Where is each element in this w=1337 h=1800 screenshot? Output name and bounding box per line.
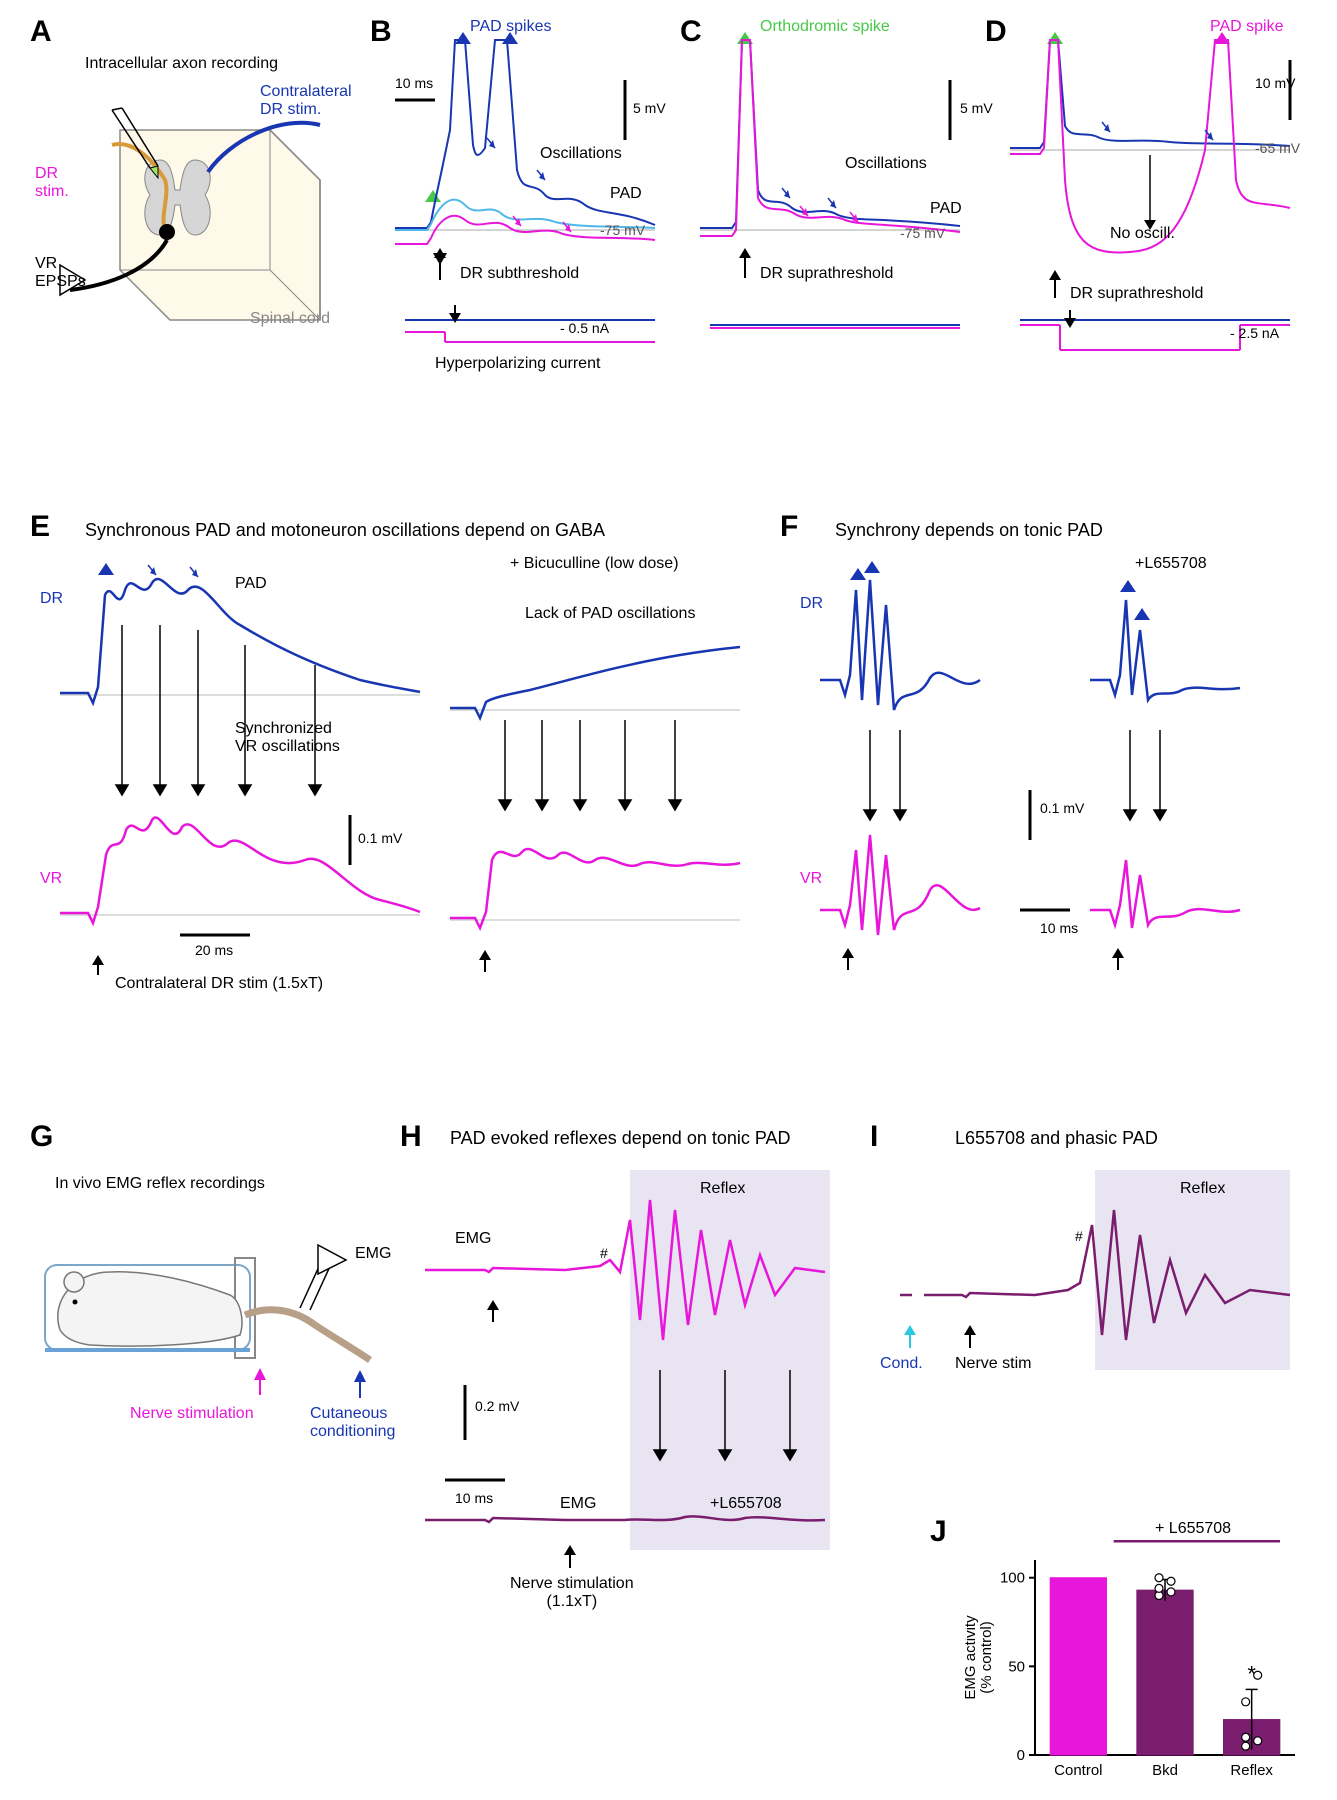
panelD-rmp: -65 mV: [1255, 140, 1300, 156]
panelH-reflex: Reflex: [700, 1180, 745, 1198]
panelH-title: PAD evoked reflexes depend on tonic PAD: [450, 1128, 791, 1149]
panelA-vr-label: VR EPSPs: [35, 255, 86, 291]
panel-label-F: F: [780, 510, 798, 544]
panel-label-B: B: [370, 15, 392, 49]
panelI-cond: Cond.: [880, 1355, 923, 1373]
panel-label-I: I: [870, 1120, 878, 1154]
panelA-title: Intracellular axon recording: [85, 55, 278, 73]
panelE-left-traces: [60, 555, 430, 975]
panel-label-J: J: [930, 1515, 947, 1549]
panelI-hash: #: [1075, 1228, 1083, 1244]
panelB-scale-t: 10 ms: [395, 75, 433, 91]
panelB-pad: PAD: [610, 185, 642, 203]
panelC-scale-v: 5 mV: [960, 100, 993, 116]
panelE-stim: Contralateral DR stim (1.5xT): [115, 975, 323, 993]
panelF-vr: VR: [800, 870, 822, 888]
panelC-rmp: -75 mV: [900, 225, 945, 241]
panelD-nooscill: No oscill.: [1110, 225, 1175, 243]
svg-text:Control: Control: [1054, 1762, 1102, 1779]
panel-label-H: H: [400, 1120, 422, 1154]
panelA-drstim-label: DR stim.: [35, 165, 69, 201]
panelF-dr: DR: [800, 595, 823, 613]
panelG-rat-diagram: [40, 1210, 380, 1430]
panelG-nervestim: Nerve stimulation: [130, 1405, 254, 1423]
panelF-scale-v: 0.1 mV: [1040, 800, 1084, 816]
svg-text:EMG activity(% control): EMG activity(% control): [965, 1615, 995, 1700]
svg-text:Bkd: Bkd: [1152, 1762, 1178, 1779]
panelI-traces: [900, 1165, 1310, 1425]
panelG-cutcond: Cutaneous conditioning: [310, 1405, 395, 1441]
svg-text:0: 0: [1017, 1747, 1025, 1764]
panelE-vr: VR: [40, 870, 62, 888]
panelE-bic: + Bicuculline (low dose): [510, 555, 679, 573]
panelB-scale-v: 5 mV: [633, 100, 666, 116]
panelE-sync: Synchronized VR oscillations: [235, 720, 340, 756]
panelF-traces: [820, 560, 1290, 980]
panel-label-E: E: [30, 510, 50, 544]
panelH-traces: [425, 1160, 855, 1620]
panelB-current: - 0.5 nA: [560, 320, 609, 336]
panelC-pad: PAD: [930, 200, 962, 218]
svg-text:*: *: [1247, 1661, 1256, 1686]
panel-label-A: A: [30, 15, 52, 49]
panelA-contralat-label: Contralateral DR stim.: [260, 83, 352, 119]
panelJ-barplot: 0 50 100 EMG activity(% control) Control Bkd R…: [965, 1540, 1305, 1790]
panelB-rmp: -75 mV: [600, 222, 645, 238]
svg-text:Reflex: Reflex: [1230, 1762, 1273, 1779]
panelE-dr: DR: [40, 590, 63, 608]
panelI-reflex: Reflex: [1180, 1180, 1225, 1198]
panelA-spinal-label: Spinal cord: [250, 310, 330, 328]
panelE-title: Synchronous PAD and motoneuron oscillati…: [85, 520, 605, 541]
panelB-stim: DR subthreshold: [460, 265, 579, 283]
panelH-drug: +L655708: [710, 1495, 782, 1513]
panelE-scale-v: 0.1 mV: [358, 830, 402, 846]
panelF-scale-t: 10 ms: [1040, 920, 1078, 936]
panelH-emg: EMG: [455, 1230, 491, 1248]
panelJ-drug: + L655708: [1155, 1520, 1231, 1538]
panelD-current: - 2.5 nA: [1230, 325, 1279, 341]
svg-text:100: 100: [1000, 1570, 1025, 1587]
panelI-title: L655708 and phasic PAD: [955, 1128, 1158, 1149]
panelE-scale-t: 20 ms: [195, 942, 233, 958]
panelI-nervestim: Nerve stim: [955, 1355, 1031, 1373]
panelE-pad: PAD: [235, 575, 267, 593]
panelD-stim: DR suprathreshold: [1070, 285, 1203, 303]
panelH-hash: #: [600, 1245, 608, 1261]
panelG-emg: EMG: [355, 1245, 391, 1263]
svg-text:50: 50: [1008, 1658, 1025, 1675]
panelC-oscillations: Oscillations: [845, 155, 927, 173]
panelB-hypcur: Hyperpolarizing current: [435, 355, 600, 373]
panelH-scale-v: 0.2 mV: [475, 1398, 519, 1414]
panel-label-D: D: [985, 15, 1007, 49]
panelD-scale-v: 10 mV: [1255, 75, 1295, 91]
panelH-scale-t: 10 ms: [455, 1490, 493, 1506]
panelG-title: In vivo EMG reflex recordings: [55, 1175, 265, 1193]
panelC-stim: DR suprathreshold: [760, 265, 893, 283]
panelF-title: Synchrony depends on tonic PAD: [835, 520, 1103, 541]
panelH-emg2: EMG: [560, 1495, 596, 1513]
panel-label-C: C: [680, 15, 702, 49]
panelH-stim: Nerve stimulation (1.1xT): [510, 1575, 634, 1611]
panelE-right-traces: [450, 580, 750, 980]
panel-label-G: G: [30, 1120, 53, 1154]
panelB-oscillations: Oscillations: [540, 145, 622, 163]
